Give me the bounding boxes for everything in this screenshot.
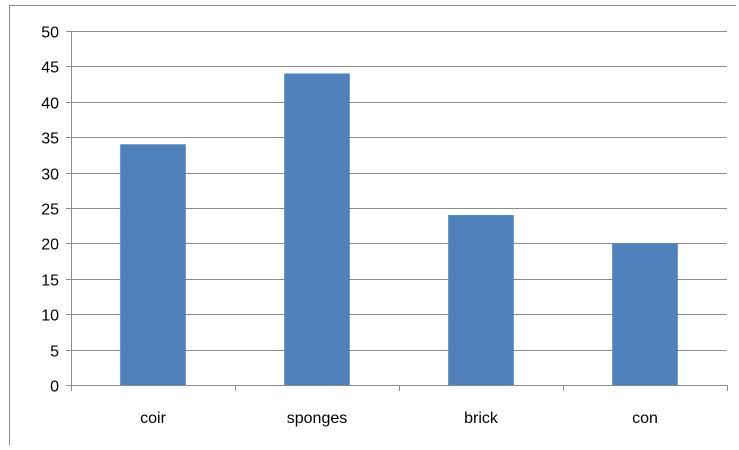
bar-coir: [120, 144, 186, 385]
axes: [66, 31, 728, 391]
bars: [120, 73, 678, 385]
y-tick-label-45: 45: [41, 60, 59, 77]
y-tick-label-10: 10: [41, 308, 59, 325]
y-tick-label-30: 30: [41, 167, 59, 184]
x-tick-label-sponges: sponges: [287, 410, 348, 427]
y-tick-label-0: 0: [50, 379, 59, 396]
y-tick-labels: 0 5 10 15 20 25 30 35 40 45 50: [41, 25, 59, 396]
x-tick-label-coir: coir: [140, 410, 166, 427]
y-tick-label-15: 15: [41, 273, 59, 290]
y-tick-label-50: 50: [41, 25, 59, 42]
bar-con: [612, 243, 678, 385]
y-tick-label-20: 20: [41, 237, 59, 254]
x-tick-labels: coir sponges brick con: [140, 410, 658, 427]
y-tick-label-5: 5: [50, 344, 59, 361]
y-tick-label-25: 25: [41, 202, 59, 219]
y-tick-label-35: 35: [41, 131, 59, 148]
x-tick-label-brick: brick: [464, 410, 499, 427]
bar-brick: [448, 215, 514, 385]
y-tick-label-40: 40: [41, 96, 59, 113]
x-tick-label-con: con: [632, 410, 658, 427]
chart-frame: [9, 5, 736, 445]
bar-sponges: [284, 73, 350, 385]
